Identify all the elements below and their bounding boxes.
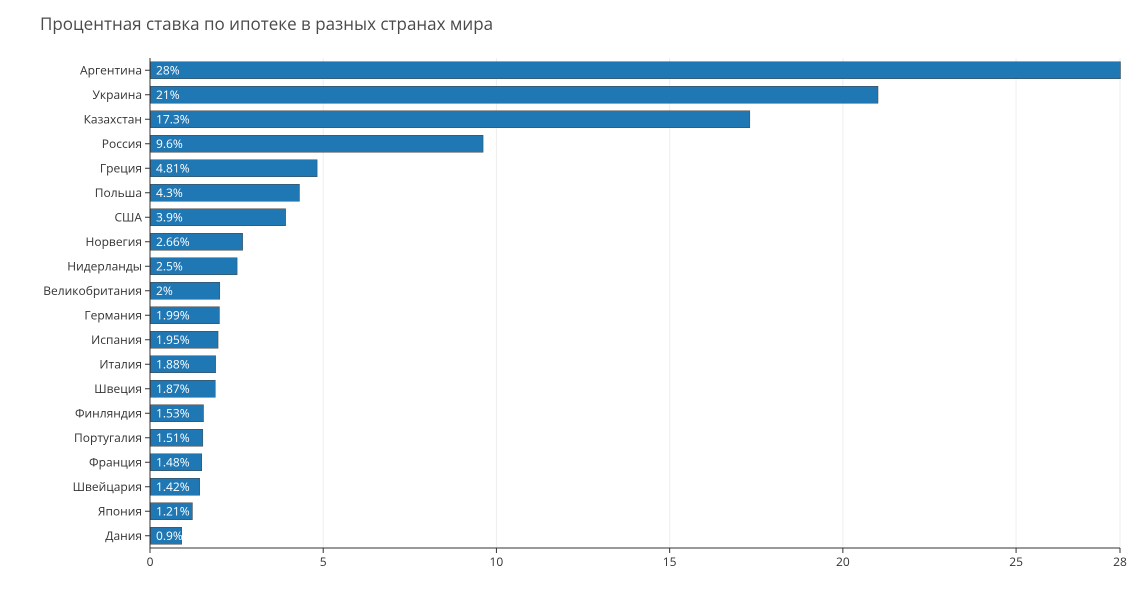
bar-value-label: 1.88%: [156, 355, 190, 372]
y-category-label: Швеция: [94, 380, 142, 397]
y-category-label: Польша: [95, 184, 142, 201]
chart-bar: [151, 135, 484, 152]
y-category-label: Германия: [84, 306, 142, 323]
bar-value-label: 1.42%: [156, 478, 190, 495]
y-category-label: Финляндия: [75, 404, 142, 421]
y-category-label: Великобритания: [43, 282, 142, 299]
y-category-label: Франция: [89, 453, 142, 470]
bar-value-label: 9.6%: [156, 135, 183, 152]
x-tick-label: 20: [836, 553, 850, 570]
bar-value-label: 2.66%: [156, 233, 190, 250]
x-tick-label: 0: [147, 553, 154, 570]
bar-value-label: 28%: [156, 61, 180, 78]
bar-value-label: 1.87%: [156, 380, 190, 397]
y-category-label: Россия: [102, 135, 142, 152]
x-tick-label: 25: [1009, 553, 1023, 570]
y-category-label: Нидерланды: [67, 257, 142, 274]
x-tick-label: 10: [490, 553, 504, 570]
bar-value-label: 3.9%: [156, 208, 183, 225]
y-category-label: Норвегия: [86, 233, 142, 250]
bar-value-label: 2%: [156, 282, 173, 299]
y-category-label: Италия: [99, 355, 142, 372]
y-category-label: Испания: [91, 331, 142, 348]
bar-value-label: 4.81%: [156, 159, 190, 176]
y-category-label: Швейцария: [73, 478, 142, 495]
chart-bar: [151, 86, 879, 103]
x-tick-label: 5: [320, 553, 327, 570]
bar-value-label: 21%: [156, 86, 180, 103]
bar-value-label: 1.95%: [156, 331, 190, 348]
y-category-label: Украина: [92, 86, 142, 103]
chart-plot: 28% 21% 17.3% 9.6% 4.81% 4.3% 3.9% 2.66% 2.5% 2% 1…: [0, 48, 1140, 588]
bar-value-label: 2.5%: [156, 257, 183, 274]
bar-value-label: 1.48%: [156, 453, 190, 470]
chart-bar: [151, 111, 750, 128]
y-category-label: Япония: [98, 502, 142, 519]
bar-value-label: 4.3%: [156, 184, 183, 201]
y-category-label: Португалия: [74, 429, 142, 446]
x-tick-label: 28: [1113, 553, 1127, 570]
y-category-label: Дания: [105, 527, 142, 544]
y-category-label: Казахстан: [84, 110, 142, 127]
bar-value-label: 1.51%: [156, 429, 190, 446]
y-category-label: США: [114, 208, 142, 225]
chart-bar: [151, 62, 1121, 79]
y-category-label: Греция: [100, 159, 142, 176]
bar-value-label: 1.99%: [156, 306, 190, 323]
x-tick-label: 15: [663, 553, 677, 570]
y-category-label: Аргентина: [80, 61, 142, 78]
bar-value-label: 1.53%: [156, 404, 190, 421]
chart-title: Процентная ставка по ипотеке в разных ст…: [40, 12, 493, 35]
bar-value-label: 0.9%: [156, 527, 183, 544]
bar-value-label: 1.21%: [156, 502, 190, 519]
bar-value-label: 17.3%: [156, 110, 190, 127]
